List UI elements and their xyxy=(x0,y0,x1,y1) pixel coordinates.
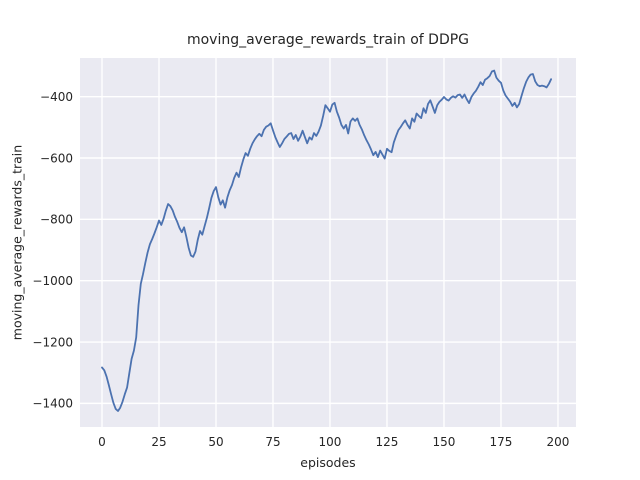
x-tick-label: 75 xyxy=(265,435,280,449)
x-tick-label: 150 xyxy=(433,435,456,449)
y-tick-label: −1000 xyxy=(32,274,73,288)
x-tick-label: 0 xyxy=(98,435,106,449)
x-tick-label: 50 xyxy=(208,435,223,449)
series-line-moving-average-rewards xyxy=(101,69,552,412)
plot-background xyxy=(80,58,576,427)
x-axis-label: episodes xyxy=(300,455,356,470)
x-tick-label: 100 xyxy=(319,435,342,449)
y-tick-label: −1400 xyxy=(32,397,73,411)
chart-title: moving_average_rewards_train of DDPG xyxy=(186,32,470,48)
x-tick-label: 200 xyxy=(547,435,570,449)
y-tick-label: −1200 xyxy=(32,335,73,349)
x-tick-label: 125 xyxy=(376,435,399,449)
y-axis-label: moving_average_rewards_train xyxy=(9,144,25,341)
y-tick-label: −600 xyxy=(40,151,73,165)
x-tick-label: 25 xyxy=(151,435,166,449)
y-tick-label: −800 xyxy=(40,213,73,227)
x-tick-label: 175 xyxy=(490,435,513,449)
y-tick-label: −400 xyxy=(40,90,73,104)
